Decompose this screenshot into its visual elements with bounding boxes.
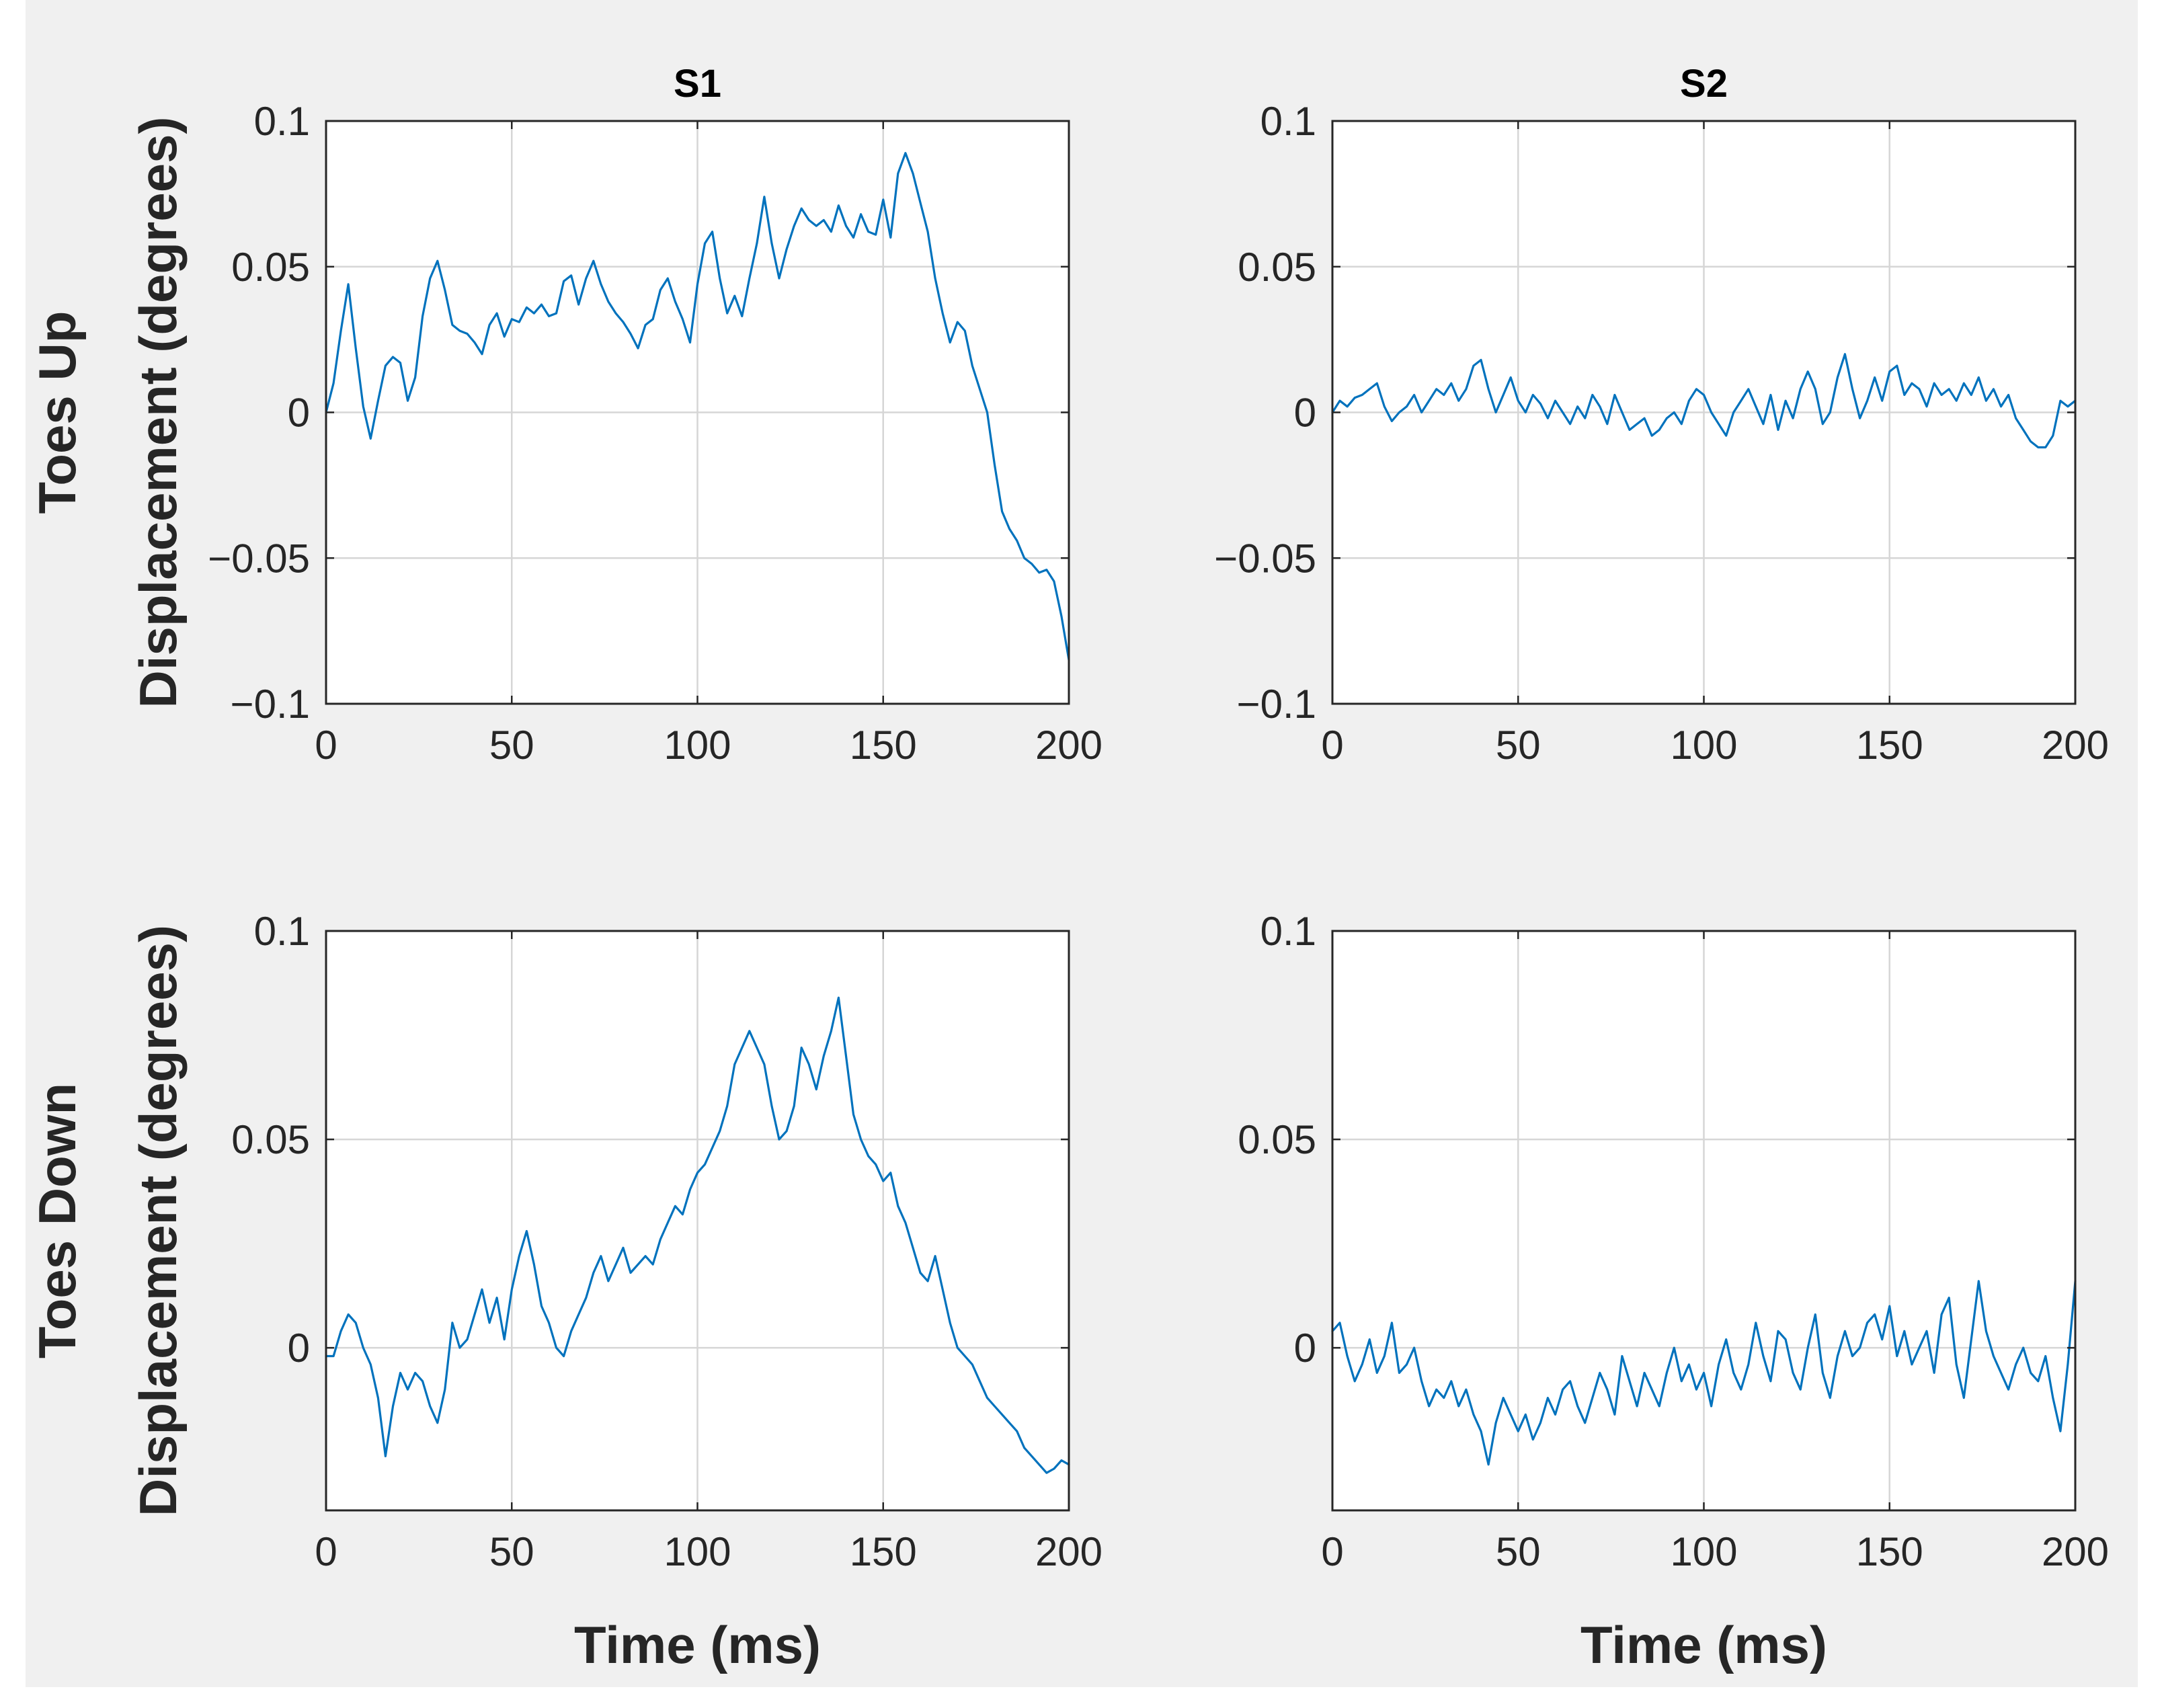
x-tick-label: 50 <box>489 1529 534 1574</box>
series-line <box>1331 1280 2077 1466</box>
x-tick-label: 50 <box>1496 1529 1541 1574</box>
x-tick-label: 50 <box>489 723 534 768</box>
y-tick-label: −0.1 <box>231 682 310 727</box>
y-tick-label: −0.05 <box>208 536 310 581</box>
y-axis-label: Toes Up <box>28 311 87 514</box>
x-tick-label: 200 <box>2042 723 2109 768</box>
panel-title: S2 <box>1680 62 1728 106</box>
x-tick-label: 200 <box>1035 1529 1103 1574</box>
x-tick-label: 0 <box>1321 723 1343 768</box>
series-line <box>325 996 1070 1474</box>
x-tick-label: 0 <box>315 723 337 768</box>
y-tick-label: 0.1 <box>254 909 310 954</box>
y-axis-label: Displacement (degrees) <box>128 117 188 708</box>
plot-area: 0 50 100 150 200 −0.1 −0.05 0 0.05 0.1 S1 Toes Up Di… <box>28 62 2109 1674</box>
series-line <box>1331 353 2077 449</box>
x-axis-label: Time (ms) <box>1580 1615 1827 1674</box>
chart-top-left: 0 50 100 150 200 −0.1 −0.05 0 0.05 0.1 S1 Toes Up Di… <box>28 62 1103 768</box>
y-tick-label: −0.05 <box>1214 536 1316 581</box>
x-tick-label: 100 <box>664 723 731 768</box>
y-tick-label: 0.1 <box>1260 99 1316 144</box>
y-axis-label: Toes Down <box>28 1083 87 1358</box>
x-tick-label: 200 <box>1035 723 1103 768</box>
y-tick-label: 0 <box>1294 391 1316 436</box>
x-tick-label: 0 <box>1321 1529 1343 1574</box>
x-tick-label: 100 <box>664 1529 731 1574</box>
x-tick-label: 50 <box>1496 723 1541 768</box>
y-tick-label: 0.1 <box>1260 909 1316 954</box>
y-tick-label: 0.05 <box>231 245 310 290</box>
y-tick-label: 0 <box>288 1326 310 1371</box>
y-tick-label: 0.05 <box>1238 245 1316 290</box>
y-tick-label: 0 <box>1294 1326 1316 1371</box>
series-line <box>325 152 1070 661</box>
y-axis-label: Displacement (degrees) <box>128 925 188 1516</box>
y-tick-label: 0 <box>288 391 310 436</box>
y-tick-label: 0.1 <box>254 99 310 144</box>
x-tick-label: 150 <box>1856 723 1923 768</box>
x-tick-label: 150 <box>850 1529 917 1574</box>
y-tick-label: −0.1 <box>1237 682 1316 727</box>
x-tick-label: 150 <box>1856 1529 1923 1574</box>
chart-top-right: 0 50 100 150 200 −0.1 −0.05 0 0.05 0.1 S2 <box>1214 62 2109 768</box>
chart-bottom-left: 0 50 100 150 200 0 0.05 0.1 Time (ms) Toes Down Di… <box>28 909 1103 1674</box>
panel-title: S1 <box>674 62 721 106</box>
y-tick-label: 0.05 <box>1238 1117 1316 1162</box>
x-axis-label: Time (ms) <box>574 1615 821 1674</box>
x-tick-label: 100 <box>1670 723 1737 768</box>
x-tick-label: 100 <box>1670 1529 1737 1574</box>
chart-bottom-right: 0 50 100 150 200 0 0.05 0.1 Time (ms) <box>1238 909 2109 1674</box>
x-tick-label: 150 <box>850 723 917 768</box>
x-tick-label: 0 <box>315 1529 337 1574</box>
y-tick-label: 0.05 <box>231 1117 310 1162</box>
x-tick-label: 200 <box>2042 1529 2109 1574</box>
